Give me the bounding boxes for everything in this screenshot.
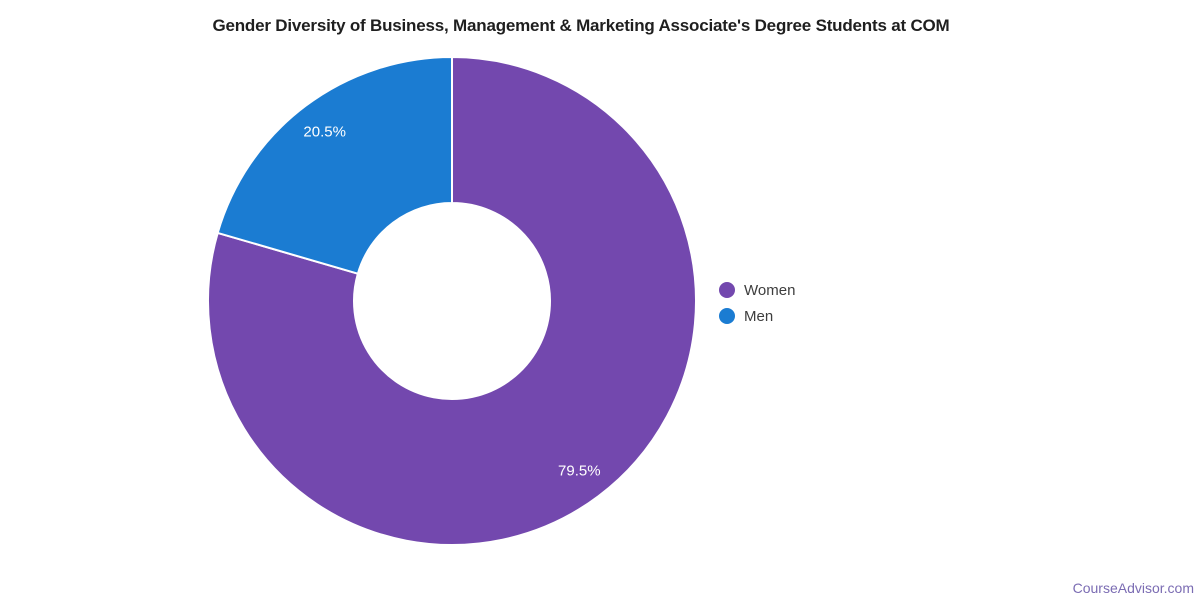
pie-slice-men[interactable] xyxy=(216,56,453,275)
legend-marker-women-icon xyxy=(719,282,735,298)
slice-label-women: 79.5% xyxy=(558,463,601,480)
pie-slice-women[interactable] xyxy=(207,56,697,546)
watermark-link[interactable]: CourseAdvisor.com xyxy=(1072,580,1194,596)
legend-marker-men-icon xyxy=(719,308,735,324)
legend-label-women: Women xyxy=(744,281,796,299)
legend: Women Men xyxy=(719,277,795,329)
legend-item-men[interactable]: Men xyxy=(719,303,795,329)
slice-label-men: 20.5% xyxy=(303,123,346,140)
legend-label-men: Men xyxy=(744,307,774,325)
donut-chart: 79.5% 20.5% xyxy=(207,56,697,546)
legend-item-women[interactable]: Women xyxy=(719,277,795,303)
chart-title: Gender Diversity of Business, Management… xyxy=(212,16,950,35)
